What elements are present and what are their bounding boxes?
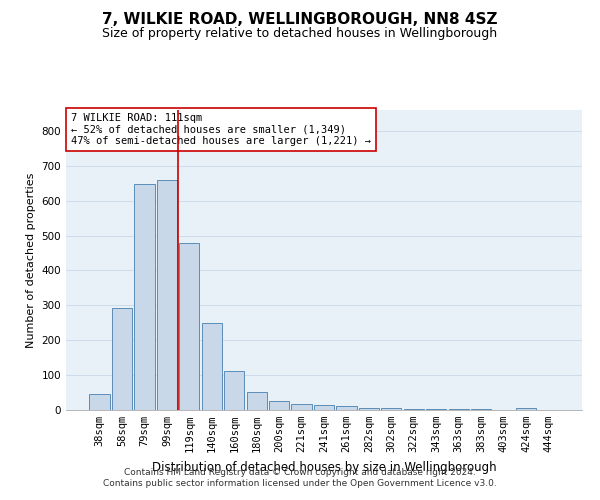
X-axis label: Distribution of detached houses by size in Wellingborough: Distribution of detached houses by size … (152, 460, 496, 473)
Bar (292, 404, 311, 410)
Bar (426, 409, 446, 410)
Bar (269, 400, 289, 410)
Text: Contains HM Land Registry data © Crown copyright and database right 2024.
Contai: Contains HM Land Registry data © Crown c… (103, 468, 497, 487)
Bar (112, 308, 132, 410)
Bar (381, 408, 401, 410)
Bar (359, 408, 379, 410)
Bar (247, 392, 267, 410)
Text: 7 WILKIE ROAD: 111sqm
← 52% of detached houses are smaller (1,349)
47% of semi-d: 7 WILKIE ROAD: 111sqm ← 52% of detached … (71, 113, 371, 146)
Bar (516, 408, 536, 410)
Bar (202, 324, 222, 410)
Y-axis label: Number of detached properties: Number of detached properties (26, 172, 36, 348)
Bar (134, 184, 155, 410)
Bar (157, 180, 177, 410)
Text: 7, WILKIE ROAD, WELLINGBOROUGH, NN8 4SZ: 7, WILKIE ROAD, WELLINGBOROUGH, NN8 4SZ (102, 12, 498, 28)
Bar (337, 406, 356, 410)
Bar (89, 394, 110, 410)
Bar (314, 406, 334, 410)
Bar (224, 370, 244, 410)
Bar (179, 244, 199, 410)
Bar (404, 408, 424, 410)
Text: Size of property relative to detached houses in Wellingborough: Size of property relative to detached ho… (103, 28, 497, 40)
